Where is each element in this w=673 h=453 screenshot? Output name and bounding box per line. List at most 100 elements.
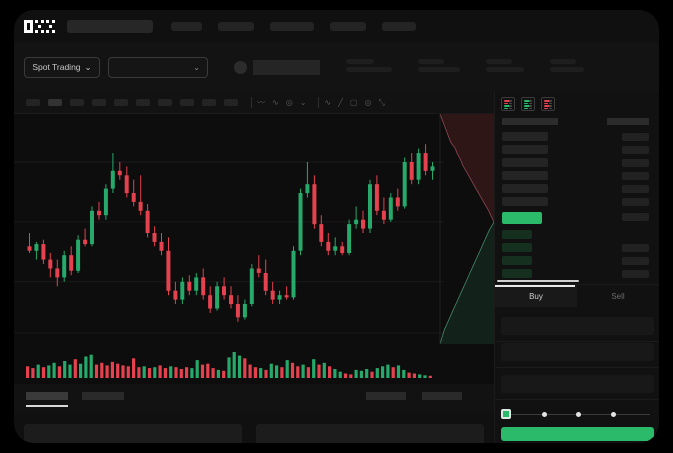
ticker-stats	[320, 59, 584, 75]
field-divider	[495, 341, 659, 342]
trade-side-tabs: Buy Sell	[495, 285, 659, 307]
amount-percent-slider[interactable]	[501, 409, 654, 419]
stat-24h-volume-value	[550, 67, 584, 72]
orders-empty-box-right	[256, 424, 484, 443]
toolbar-divider	[318, 97, 320, 108]
app-screen: Spot Trading ⌄ ⌄ 〰 ∿ ◎ ⌄ ∿ ╱ ▢ ◎ ⤡	[14, 10, 659, 443]
camera-icon[interactable]: ▢	[349, 97, 358, 107]
nav-item-5[interactable]	[382, 21, 416, 31]
order-amount-field[interactable]	[501, 343, 654, 361]
top-navigation-bar	[14, 10, 659, 42]
orderbook-bid-amount	[622, 256, 649, 265]
orders-empty-box-left	[24, 424, 242, 443]
okx-logo[interactable]	[24, 19, 55, 33]
orderbook-header-amount	[607, 118, 649, 125]
coin-avatar	[234, 60, 247, 74]
stat-24h-change-label	[418, 59, 444, 64]
trade-tab-buy[interactable]: Buy	[495, 285, 577, 307]
slider-stop-50[interactable]	[576, 411, 581, 417]
search-input[interactable]	[67, 19, 153, 33]
bottom-action-2[interactable]	[422, 392, 462, 400]
orderbook-last-price-amount	[622, 213, 649, 221]
orderbook-bid-price	[502, 256, 532, 265]
nav-item-4[interactable]	[330, 21, 366, 31]
timeframe-12h[interactable]	[202, 99, 216, 106]
bottom-tab-order-history[interactable]	[82, 392, 124, 400]
orderbook-view-all-icon[interactable]	[501, 97, 515, 111]
slider-handle[interactable]	[501, 409, 511, 419]
field-divider	[495, 367, 659, 368]
orderbook-ask-amount	[622, 145, 649, 154]
stat-last-price	[346, 59, 392, 75]
trade-form-panel: Buy Sell	[494, 284, 659, 443]
chevron-down-icon: ⌄	[193, 62, 200, 72]
orderbook-header-price	[502, 118, 558, 125]
market-mode-select[interactable]: Spot Trading ⌄	[24, 56, 100, 78]
orderbook-bid-price	[502, 269, 532, 278]
trade-tab-sell[interactable]: Sell	[611, 291, 625, 301]
order-total-field[interactable]	[501, 375, 654, 393]
orderbook-bid-price	[502, 230, 532, 239]
trading-pair-select[interactable]: ⌄	[108, 56, 208, 78]
orderbook-bid-amount	[622, 269, 649, 278]
orders-panel	[14, 384, 494, 443]
candlestick-chart	[14, 144, 444, 378]
timeframe-1m[interactable]	[26, 99, 40, 106]
market-depth-overlay	[439, 114, 494, 344]
orderbook-view-bids-icon[interactable]	[521, 97, 535, 111]
bottom-tab-open-orders[interactable]	[26, 392, 68, 400]
orderbook-last-price	[502, 212, 542, 224]
nav-items	[171, 21, 432, 31]
settings-gear-icon[interactable]: ◎	[364, 97, 372, 107]
price-chart-panel[interactable]	[14, 114, 494, 384]
ticker-bar: Spot Trading ⌄ ⌄	[14, 42, 659, 92]
orderbook-scrollbar[interactable]	[497, 280, 579, 282]
panel-top-indicator	[495, 285, 575, 287]
orderbook-ask-price	[502, 197, 548, 206]
orderbook-ask-price	[502, 171, 548, 180]
slider-stop-75[interactable]	[610, 411, 616, 417]
ruler-icon[interactable]: ╱	[338, 97, 343, 107]
chevron-down-icon: ⌄	[84, 61, 92, 72]
timeframe-15m[interactable]	[70, 99, 84, 106]
toolbar-divider	[251, 97, 252, 108]
bottom-action-1[interactable]	[366, 392, 406, 400]
timeframe-30m[interactable]	[92, 99, 106, 106]
orderbook-ask-price	[502, 184, 548, 193]
nav-item-3[interactable]	[270, 21, 314, 31]
chart-type-icon[interactable]: ∿	[272, 97, 279, 107]
orderbook-ask-amount	[622, 197, 649, 206]
timeframe-5m[interactable]	[48, 99, 62, 106]
chart-toolbar: 〰 ∿ ◎ ⌄ ∿ ╱ ▢ ◎ ⤡	[14, 92, 494, 114]
orderbook-panel	[494, 92, 659, 284]
orderbook-bid-amount	[622, 243, 649, 252]
order-price-field[interactable]	[501, 317, 654, 335]
fullscreen-icon[interactable]: ⤡	[378, 97, 385, 107]
logo-letter-x	[46, 19, 55, 33]
compare-icon[interactable]: ◎	[285, 97, 293, 107]
timeframe-2h[interactable]	[136, 99, 150, 106]
chart-tools-group: 〰 ∿ ◎ ⌄ ∿ ╱ ▢ ◎ ⤡	[257, 97, 392, 108]
stat-24h-high-value	[486, 67, 524, 72]
nav-item-2[interactable]	[218, 21, 254, 31]
stat-last-price-value	[346, 67, 392, 72]
orderbook-ask-price	[502, 132, 548, 141]
orderbook-view-asks-icon[interactable]	[541, 97, 555, 111]
orderbook-ask-amount	[622, 184, 649, 193]
timeframe-1d[interactable]	[224, 99, 238, 106]
stat-24h-volume	[550, 59, 584, 75]
indicators-icon[interactable]: 〰	[257, 97, 265, 107]
more-chevron-icon[interactable]: ⌄	[299, 97, 307, 107]
nav-item-1[interactable]	[171, 21, 202, 31]
timeframe-4h[interactable]	[158, 99, 172, 106]
stat-24h-change-value	[418, 67, 460, 72]
slider-stop-25[interactable]	[541, 411, 547, 417]
place-buy-order-button[interactable]	[501, 427, 654, 441]
timeframe-1h[interactable]	[114, 99, 128, 106]
timeframe-group	[26, 99, 246, 106]
field-divider	[495, 399, 659, 400]
timeframe-6h[interactable]	[180, 99, 194, 106]
orderbook-ask-amount	[622, 171, 649, 180]
line-tool-icon[interactable]: ∿	[324, 97, 332, 107]
